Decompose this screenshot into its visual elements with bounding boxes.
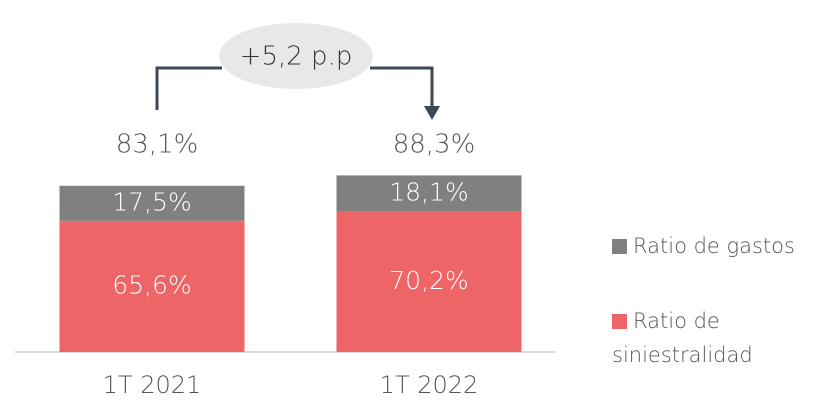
- total-label: 83,1%: [116, 130, 199, 160]
- bar-segment: [59, 185, 245, 221]
- legend-label: Ratio de siniestralidad: [612, 309, 753, 367]
- x-tick-label: 1T 2022: [380, 371, 479, 399]
- total-label: 88,3%: [393, 130, 476, 160]
- bar-segment: [336, 211, 522, 352]
- legend-swatch: [612, 314, 627, 329]
- bar-segment: [336, 175, 522, 212]
- annotation-bubble: [219, 23, 373, 89]
- data-label: 17,5%: [112, 187, 191, 216]
- legend-label: Ratio de gastos: [633, 234, 795, 258]
- arrowhead: [424, 106, 440, 120]
- legend-item: Ratio de gastos: [612, 229, 802, 263]
- x-tick-label: 1T 2021: [103, 371, 202, 399]
- data-label: 18,1%: [389, 178, 468, 207]
- annotation: +5,2 p.p: [240, 42, 353, 72]
- data-label: 70,2%: [389, 266, 468, 295]
- bracket: [155, 66, 434, 110]
- legend-swatch: [612, 239, 627, 254]
- legend-item: Ratio de siniestralidad: [612, 304, 802, 372]
- bar-segment: [59, 220, 245, 352]
- data-label: 65,6%: [112, 270, 191, 299]
